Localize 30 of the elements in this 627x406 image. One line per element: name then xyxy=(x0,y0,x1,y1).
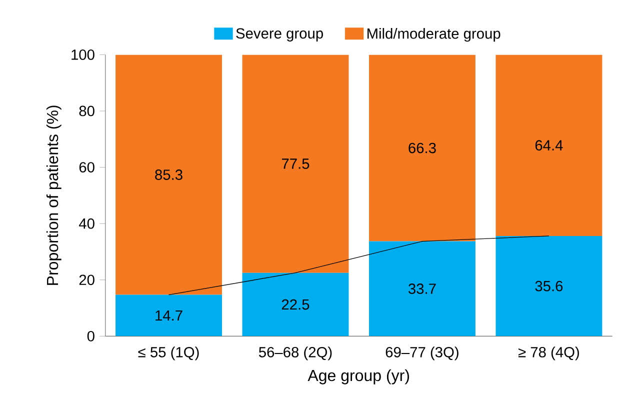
y-tick-label: 40 xyxy=(79,218,94,229)
y-tick-label: 100 xyxy=(72,49,94,60)
y-axis-title: Proportion of patients (%) xyxy=(46,106,62,285)
bar xyxy=(116,294,222,336)
data-label: 14.7 xyxy=(156,310,182,320)
data-label: 85.3 xyxy=(155,169,182,180)
data-label: 64.4 xyxy=(535,140,563,150)
y-tick-label: 80 xyxy=(79,106,94,116)
legend-label: Mild/moderate group xyxy=(368,28,500,42)
bar xyxy=(368,54,476,242)
data-label: 35.6 xyxy=(535,280,563,292)
data-label: 66.3 xyxy=(408,142,436,154)
x-axis-title: Age group (yr) xyxy=(308,369,409,384)
data-label: 33.7 xyxy=(408,283,436,294)
x-tick-label: 56–68 (2Q) xyxy=(258,346,332,360)
bar xyxy=(242,272,349,336)
data-label: 77.5 xyxy=(282,158,310,169)
data-label: 22.5 xyxy=(282,299,310,310)
x-tick-label: ≥ 78 (4Q) xyxy=(518,346,579,360)
y-tick-label: 20 xyxy=(79,274,94,285)
bar xyxy=(368,241,476,336)
x-tick-label: ≤ 55 (1Q) xyxy=(138,346,199,360)
y-tick-label: 0 xyxy=(87,330,94,342)
bar xyxy=(496,54,602,236)
bar xyxy=(116,54,222,295)
bar xyxy=(242,54,349,273)
x-tick-label: 69–77 (3Q) xyxy=(386,346,458,360)
legend-label: Severe group xyxy=(236,28,323,42)
y-tick-label: 60 xyxy=(79,162,94,172)
bar xyxy=(496,236,602,336)
